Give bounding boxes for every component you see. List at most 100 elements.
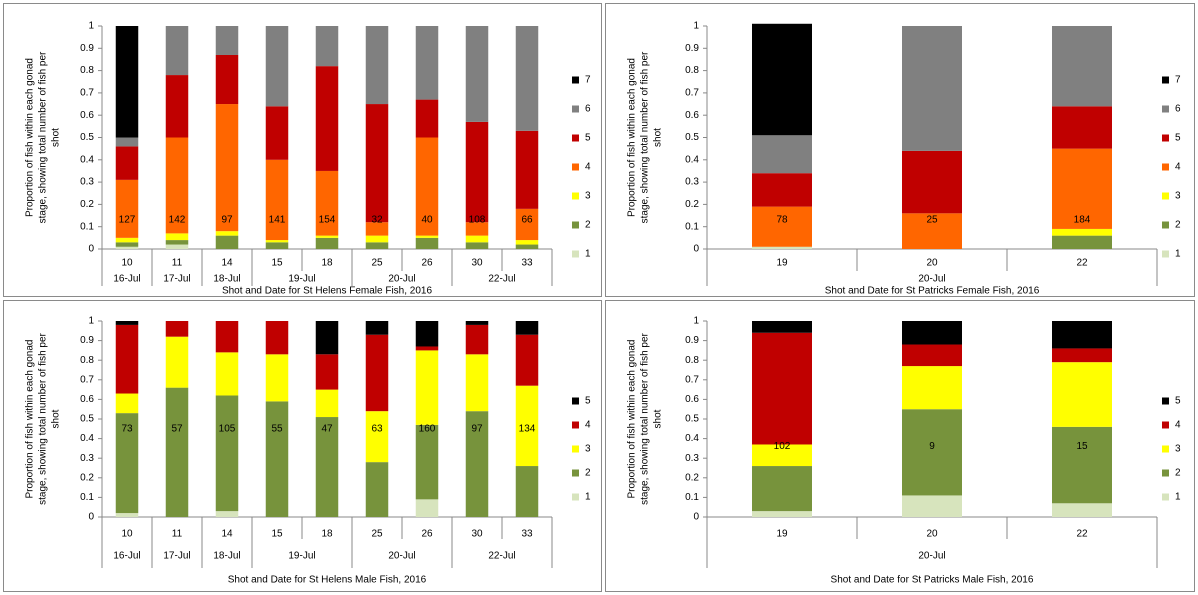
total-label: 78 (776, 215, 788, 226)
bar-segment (415, 350, 439, 425)
y-tick-label: 0 (693, 244, 699, 255)
legend-swatch (572, 163, 579, 171)
total-label: 63 (371, 423, 383, 434)
bar-segment (365, 235, 389, 243)
x-axis-title: Shot and Date for St Helens Male Fish, 2… (228, 575, 427, 586)
legend-swatch (1162, 221, 1169, 229)
y-tick-label: 0.6 (685, 394, 699, 405)
y-axis-label: shot (51, 128, 62, 147)
y-tick-label: 0.4 (80, 154, 94, 165)
bar-segment (515, 208, 539, 241)
bar-segment (902, 495, 962, 517)
bar-segment (215, 235, 239, 249)
x-tick-label: 30 (471, 529, 483, 540)
total-label: 73 (121, 423, 133, 434)
y-tick-label: 0.5 (685, 132, 699, 143)
bar-segment (465, 411, 489, 517)
bar-segment (1052, 348, 1112, 363)
y-tick-label: 0.6 (80, 110, 94, 121)
legend-label: 2 (1175, 468, 1181, 479)
x-tick-label: 20 (926, 258, 938, 269)
legend-swatch (1162, 421, 1169, 429)
x-tick-label: 11 (172, 258, 183, 269)
y-tick-label: 0.2 (80, 199, 94, 210)
y-axis-label: shot (653, 409, 664, 428)
bar-segment (215, 54, 239, 105)
bar-segment (1052, 228, 1112, 236)
y-tick-label: 0.3 (685, 177, 699, 188)
y-tick-label: 0.9 (80, 43, 94, 54)
x-tick-label: 22 (1076, 529, 1088, 540)
bar-segment (752, 321, 812, 333)
legend-label: 1 (1175, 492, 1181, 503)
bar-segment (1052, 26, 1112, 107)
y-axis-label: shot (51, 409, 62, 428)
y-axis-label: Proportion of fish within each gonad (627, 340, 638, 499)
y-tick-label: 0.2 (685, 199, 699, 210)
bar-segment (315, 235, 339, 238)
bar-segment (265, 159, 289, 241)
y-tick-label: 0.3 (80, 177, 94, 188)
y-tick-label: 0.1 (80, 492, 94, 503)
legend-swatch (572, 105, 579, 113)
date-label: 19-Jul (288, 551, 315, 562)
date-label: 18-Jul (213, 274, 240, 285)
y-tick-label: 0.7 (685, 88, 699, 99)
y-tick-label: 0.2 (685, 472, 699, 483)
bar-segment (902, 366, 962, 410)
legend-label: 2 (1175, 220, 1181, 231)
x-axis-title: Shot and Date for St Patricks Female Fis… (825, 286, 1040, 297)
x-tick-label: 26 (421, 258, 433, 269)
bar-segment (215, 352, 239, 396)
bar-segment (465, 354, 489, 412)
bar-segment (752, 332, 812, 445)
bar-segment (515, 26, 539, 131)
legend-swatch (572, 445, 579, 453)
bar-segment (115, 26, 139, 138)
bar-segment (1052, 321, 1112, 349)
bar-segment (365, 242, 389, 249)
y-tick-label: 0.5 (80, 132, 94, 143)
y-tick-label: 1 (88, 316, 94, 327)
legend-swatch (572, 134, 579, 142)
x-tick-label: 10 (121, 258, 133, 269)
bar-segment (515, 385, 539, 467)
y-tick-label: 1 (693, 21, 699, 32)
date-label: 22-Jul (488, 274, 515, 285)
y-tick-label: 0 (88, 244, 94, 255)
bar-segment (1052, 426, 1112, 504)
bar-segment (165, 336, 189, 388)
y-tick-label: 0.9 (685, 335, 699, 346)
legend-swatch (572, 421, 579, 429)
legend-label: 5 (1175, 133, 1181, 144)
bar-segment (165, 26, 189, 76)
bar-segment (752, 246, 812, 249)
y-tick-label: 0.8 (685, 355, 699, 366)
bar-segment (315, 389, 339, 418)
total-label: 108 (469, 215, 486, 226)
bar-segment (515, 466, 539, 517)
bar-segment (115, 146, 139, 180)
legend-swatch (1162, 134, 1169, 142)
bar-segment (215, 231, 239, 236)
legend-label: 2 (585, 468, 591, 479)
legend-swatch (1162, 105, 1169, 113)
legend-label: 1 (585, 492, 591, 503)
bar-segment (1052, 235, 1112, 249)
y-tick-label: 0.6 (685, 110, 699, 121)
bar-segment (902, 409, 962, 496)
legend-label: 4 (1175, 162, 1181, 173)
bar-segment (365, 222, 389, 236)
legend-label: 1 (1175, 249, 1181, 260)
legend-swatch (1162, 469, 1169, 477)
panel (3, 3, 602, 297)
bar-segment (265, 354, 289, 402)
bar-segment (902, 150, 962, 214)
bar-segment (165, 233, 189, 241)
y-axis-label: stage, showing total number of fish per (640, 51, 651, 223)
bar-segment (1052, 106, 1112, 149)
x-tick-label: 14 (221, 529, 233, 540)
bar-segment (415, 99, 439, 138)
total-label: 141 (269, 215, 286, 226)
bar-segment (165, 321, 189, 337)
